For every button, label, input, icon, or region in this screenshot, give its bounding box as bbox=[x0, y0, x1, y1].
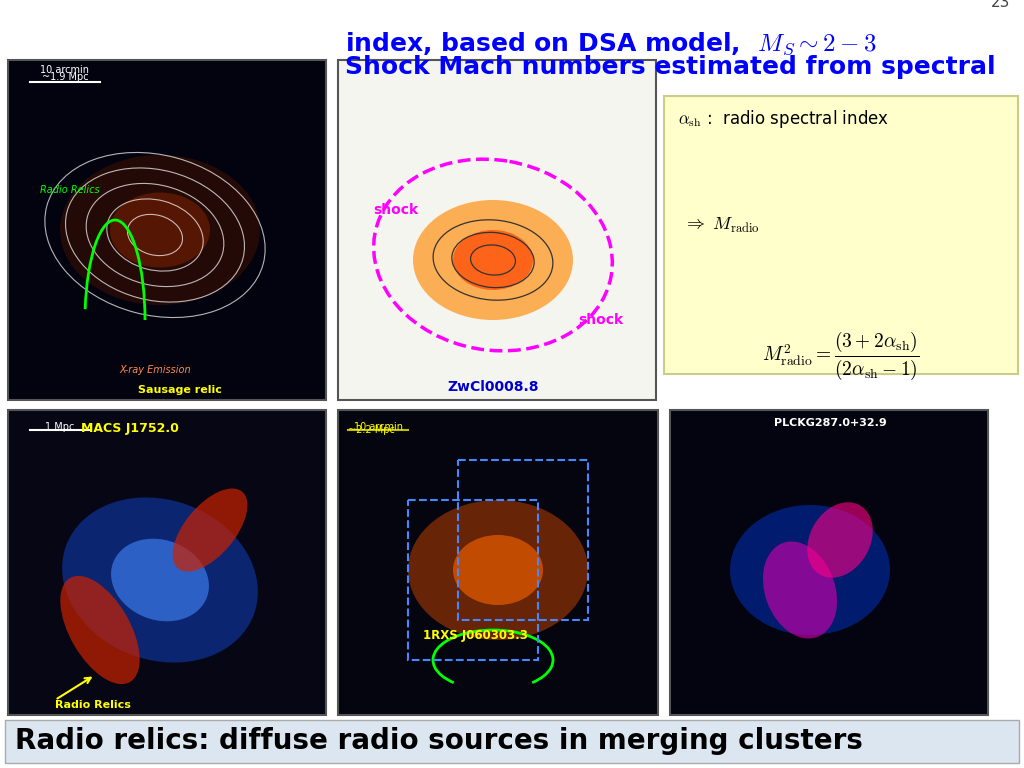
Text: ~2.2 Mpc: ~2.2 Mpc bbox=[348, 425, 395, 435]
Ellipse shape bbox=[413, 200, 573, 320]
Ellipse shape bbox=[173, 488, 248, 571]
Text: 23: 23 bbox=[990, 0, 1010, 10]
Ellipse shape bbox=[453, 230, 534, 290]
Text: ~1.9 Mpc: ~1.9 Mpc bbox=[42, 72, 88, 82]
Text: Radio Relics: Radio Relics bbox=[55, 700, 131, 710]
Ellipse shape bbox=[60, 576, 139, 684]
Text: $M^2_{\rm radio} = \dfrac{(3 + 2\alpha_{\rm sh})}{(2\alpha_{\rm sh} - 1)}$: $M^2_{\rm radio} = \dfrac{(3 + 2\alpha_{… bbox=[762, 330, 920, 382]
Ellipse shape bbox=[111, 538, 209, 621]
Ellipse shape bbox=[807, 502, 872, 578]
Text: 10 arcmin: 10 arcmin bbox=[353, 422, 402, 432]
Text: $\Rightarrow\ M_{\rm radio}$: $\Rightarrow\ M_{\rm radio}$ bbox=[683, 216, 760, 234]
FancyBboxPatch shape bbox=[8, 60, 326, 400]
FancyBboxPatch shape bbox=[5, 720, 1019, 763]
FancyBboxPatch shape bbox=[664, 96, 1018, 374]
FancyBboxPatch shape bbox=[338, 60, 656, 400]
Text: 1 Mpc: 1 Mpc bbox=[45, 422, 75, 432]
Ellipse shape bbox=[453, 535, 543, 605]
Text: Radio relics: diffuse radio sources in merging clusters: Radio relics: diffuse radio sources in m… bbox=[15, 727, 863, 755]
FancyBboxPatch shape bbox=[338, 410, 658, 715]
FancyBboxPatch shape bbox=[670, 410, 988, 715]
Ellipse shape bbox=[110, 193, 210, 267]
Text: ZwCl0008.8: ZwCl0008.8 bbox=[447, 380, 539, 394]
Bar bbox=[408, 500, 538, 660]
Text: MACS J1752.0: MACS J1752.0 bbox=[81, 422, 179, 435]
Text: Sausage relic: Sausage relic bbox=[138, 385, 222, 395]
Ellipse shape bbox=[62, 498, 258, 663]
Text: 1RXS J060303.3: 1RXS J060303.3 bbox=[423, 628, 528, 641]
FancyBboxPatch shape bbox=[8, 410, 326, 715]
Text: 10 arcmin: 10 arcmin bbox=[41, 65, 89, 75]
Text: shock: shock bbox=[373, 203, 418, 217]
Ellipse shape bbox=[408, 500, 588, 640]
Ellipse shape bbox=[730, 505, 890, 635]
Ellipse shape bbox=[763, 541, 837, 638]
Text: $\alpha_{\rm sh}$ :  radio spectral index: $\alpha_{\rm sh}$ : radio spectral index bbox=[678, 108, 889, 130]
Text: index, based on DSA model,  $M_S{\sim}2-3$: index, based on DSA model, $M_S{\sim}2-3… bbox=[345, 30, 877, 57]
Bar bbox=[458, 460, 588, 620]
Text: shock: shock bbox=[578, 313, 624, 327]
Text: Radio Relics: Radio Relics bbox=[40, 185, 99, 195]
Ellipse shape bbox=[60, 155, 260, 305]
Text: X-ray Emission: X-ray Emission bbox=[119, 365, 190, 375]
Text: Shock Mach numbers estimated from spectral: Shock Mach numbers estimated from spectr… bbox=[345, 55, 995, 79]
Text: PLCKG287.0+32.9: PLCKG287.0+32.9 bbox=[773, 418, 887, 428]
